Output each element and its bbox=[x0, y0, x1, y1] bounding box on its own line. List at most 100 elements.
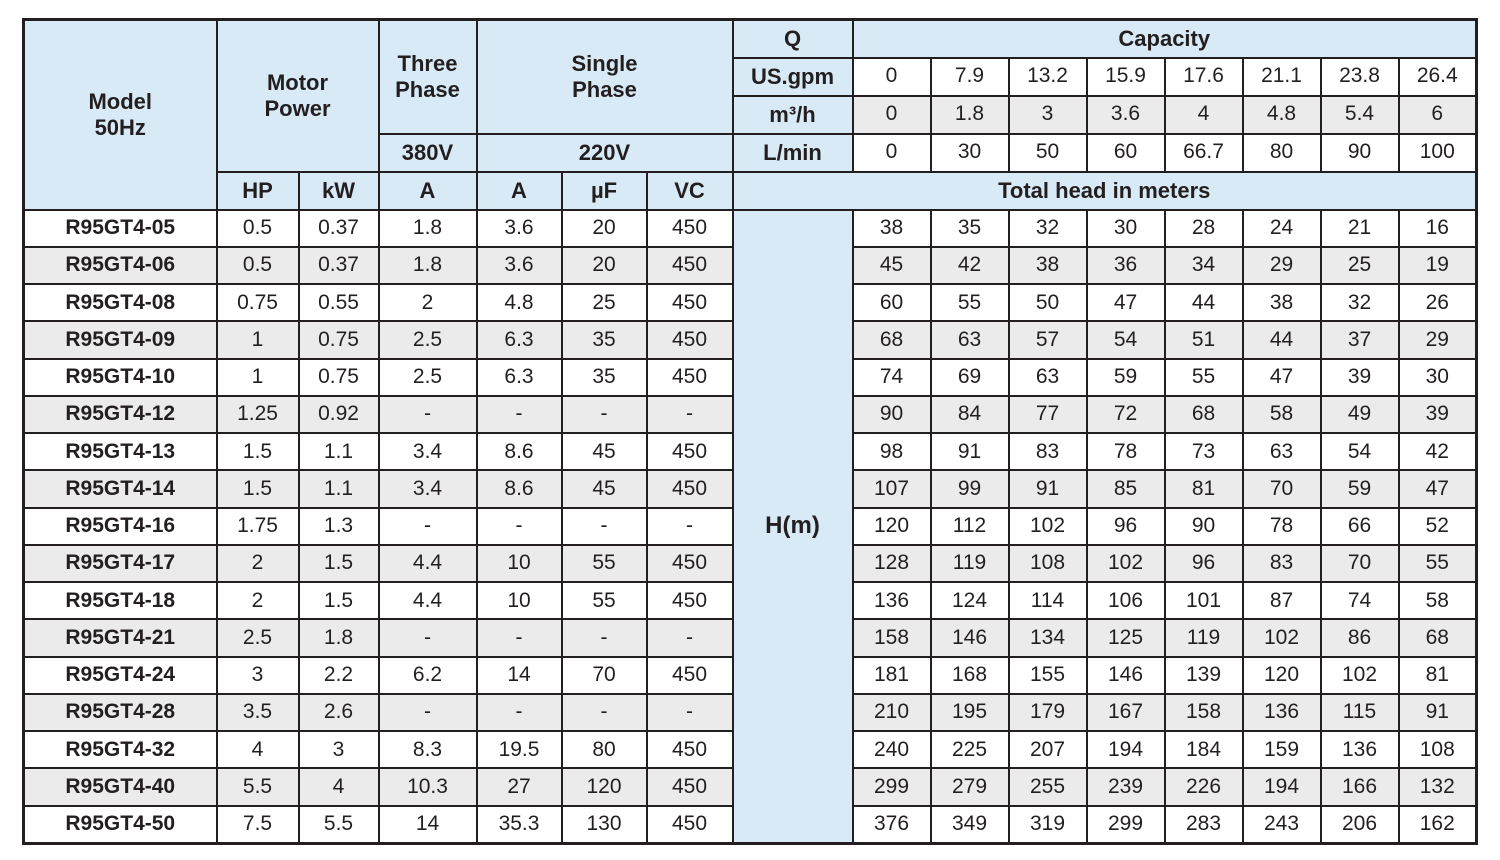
amp-three-phase-cell: 4.4 bbox=[377, 580, 478, 621]
head-value-cell: 47 bbox=[1241, 357, 1322, 397]
head-value-cell: 24 bbox=[1241, 208, 1322, 248]
head-value-cell: 181 bbox=[851, 655, 932, 695]
uf-cell: 20 bbox=[560, 245, 648, 286]
head-value-cell: 243 bbox=[1241, 804, 1322, 845]
uf-cell: 35 bbox=[560, 357, 648, 397]
head-value-cell: 81 bbox=[1397, 655, 1478, 695]
model-cell: R95GT4-17 bbox=[22, 543, 218, 584]
usgpm-value-cell: 26.4 bbox=[1397, 56, 1478, 97]
header-row-lmin: 380V 220V L/min 0 30 50 60 66.7 80 90 100 bbox=[24, 132, 1478, 173]
head-value-cell: 136 bbox=[1319, 729, 1400, 770]
m3h-value-cell: 4 bbox=[1163, 94, 1244, 135]
vc-cell: 450 bbox=[645, 767, 734, 807]
amp-three-phase-cell: 10.3 bbox=[377, 767, 478, 807]
kw-cell: 3 bbox=[297, 729, 380, 770]
vc-cell: 450 bbox=[645, 357, 734, 397]
head-value-cell: 146 bbox=[1085, 655, 1166, 695]
uf-cell: 70 bbox=[560, 655, 648, 695]
head-value-cell: 16 bbox=[1397, 208, 1478, 248]
head-value-cell: 226 bbox=[1163, 767, 1244, 807]
usgpm-value-cell: 21.1 bbox=[1241, 56, 1322, 97]
head-value-cell: 32 bbox=[1319, 282, 1400, 323]
vc-cell: 450 bbox=[645, 655, 734, 695]
head-value-cell: 283 bbox=[1163, 804, 1244, 845]
vc-cell: 450 bbox=[645, 804, 734, 845]
head-value-cell: 44 bbox=[1241, 320, 1322, 360]
head-value-cell: 279 bbox=[929, 767, 1010, 807]
model-cell: R95GT4-10 bbox=[22, 357, 218, 397]
kw-cell: 0.55 bbox=[297, 282, 380, 323]
amp-three-phase-cell: 1.8 bbox=[377, 245, 478, 286]
model-cell: R95GT4-28 bbox=[22, 692, 218, 733]
head-value-cell: 91 bbox=[1007, 469, 1088, 509]
head-value-cell: 225 bbox=[929, 729, 1010, 770]
kw-cell: 2.6 bbox=[297, 692, 380, 733]
head-value-cell: 101 bbox=[1163, 580, 1244, 621]
amp-single-phase-cell: 35.3 bbox=[475, 804, 563, 845]
table-row: R95GT4-17 2 1.5 4.4 10 55 450 128 119 108 102 96 83 7… bbox=[22, 543, 1478, 584]
m3h-value-cell: 4.8 bbox=[1241, 94, 1322, 135]
table-row: R95GT4-10 1 0.75 2.5 6.3 35 450 74 69 63 59 55 47 39 3… bbox=[22, 357, 1478, 397]
amp-three-phase-cell: - bbox=[377, 618, 478, 658]
uf-cell: 25 bbox=[560, 282, 648, 323]
lmin-value-cell: 90 bbox=[1319, 132, 1400, 173]
head-value-cell: 119 bbox=[1163, 618, 1244, 658]
head-value-cell: 55 bbox=[1163, 357, 1244, 397]
m3h-value-cell: 5.4 bbox=[1319, 94, 1400, 135]
usgpm-value-cell: 17.6 bbox=[1163, 56, 1244, 97]
amp-three-phase-cell: 2.5 bbox=[377, 357, 478, 397]
amp-single-phase-cell: - bbox=[475, 506, 563, 546]
head-value-cell: 162 bbox=[1397, 804, 1478, 845]
head-value-cell: 102 bbox=[1241, 618, 1322, 658]
head-value-cell: 184 bbox=[1163, 729, 1244, 770]
lmin-value-cell: 60 bbox=[1085, 132, 1166, 173]
head-value-cell: 57 bbox=[1007, 320, 1088, 360]
kw-cell: 5.5 bbox=[297, 804, 380, 845]
head-value-cell: 132 bbox=[1397, 767, 1478, 807]
amp-single-phase-cell: 4.8 bbox=[475, 282, 563, 323]
hp-cell: 1.5 bbox=[215, 469, 300, 509]
head-value-cell: 207 bbox=[1007, 729, 1088, 770]
uf-cell: 45 bbox=[560, 469, 648, 509]
uf-cell: - bbox=[560, 394, 648, 435]
table-row: R95GT4-21 2.5 1.8- - - -158 146 134 125 119 102 86 6… bbox=[22, 618, 1478, 658]
head-value-cell: 106 bbox=[1085, 580, 1166, 621]
hp-cell: 1.75 bbox=[215, 506, 300, 546]
head-value-cell: 239 bbox=[1085, 767, 1166, 807]
vc-cell: - bbox=[645, 618, 734, 658]
head-value-cell: 194 bbox=[1241, 767, 1322, 807]
v220-header: 220V bbox=[475, 132, 734, 173]
kw-cell: 1.5 bbox=[297, 580, 380, 621]
vc-column-header: VC bbox=[645, 170, 734, 211]
head-value-cell: 51 bbox=[1163, 320, 1244, 360]
head-value-cell: 37 bbox=[1319, 320, 1400, 360]
head-value-cell: 81 bbox=[1163, 469, 1244, 509]
head-value-cell: 36 bbox=[1085, 245, 1166, 286]
amp-three-phase-cell: 2.5 bbox=[377, 320, 478, 360]
head-value-cell: 39 bbox=[1319, 357, 1400, 397]
model-cell: R95GT4-06 bbox=[22, 245, 218, 286]
vc-cell: - bbox=[645, 506, 734, 546]
head-value-cell: 108 bbox=[1007, 543, 1088, 584]
amp-three-phase-cell: 8.3 bbox=[377, 729, 478, 770]
amp-single-phase-column-header: A bbox=[475, 170, 563, 211]
head-value-cell: 102 bbox=[1085, 543, 1166, 584]
hp-cell: 2 bbox=[215, 543, 300, 584]
kw-cell: 1.1 bbox=[297, 431, 380, 472]
amp-single-phase-cell: 3.6 bbox=[475, 208, 563, 248]
capacity-header: Capacity bbox=[851, 18, 1478, 59]
usgpm-value-cell: 15.9 bbox=[1085, 56, 1166, 97]
model-cell: R95GT4-40 bbox=[22, 767, 218, 807]
head-value-cell: 119 bbox=[929, 543, 1010, 584]
head-value-cell: 55 bbox=[1397, 543, 1478, 584]
kw-cell: 1.1 bbox=[297, 469, 380, 509]
kw-cell: 0.75 bbox=[297, 357, 380, 397]
vc-cell: - bbox=[645, 692, 734, 733]
head-value-cell: 108 bbox=[1397, 729, 1478, 770]
amp-single-phase-cell: 19.5 bbox=[475, 729, 563, 770]
model-cell: R95GT4-14 bbox=[22, 469, 218, 509]
motor-power-header: Motor Power bbox=[215, 18, 380, 173]
head-value-cell: 96 bbox=[1163, 543, 1244, 584]
usgpm-value-cell: 7.9 bbox=[929, 56, 1010, 97]
head-value-cell: 107 bbox=[851, 469, 932, 509]
